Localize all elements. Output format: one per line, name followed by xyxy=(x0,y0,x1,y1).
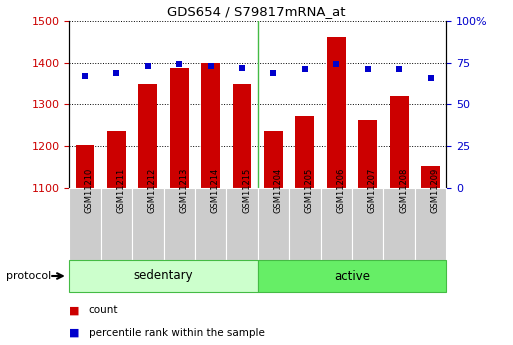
Bar xyxy=(264,131,283,188)
Bar xyxy=(415,188,446,260)
Text: GSM11206: GSM11206 xyxy=(337,168,345,213)
Text: GSM11207: GSM11207 xyxy=(368,168,377,213)
Bar xyxy=(358,120,377,188)
Bar xyxy=(321,188,352,260)
Text: ■: ■ xyxy=(69,305,80,315)
Bar xyxy=(201,62,220,188)
Text: GDS654 / S79817mRNA_at: GDS654 / S79817mRNA_at xyxy=(167,5,346,18)
Bar xyxy=(258,188,289,260)
Bar xyxy=(295,116,314,188)
Bar xyxy=(107,131,126,188)
Bar xyxy=(170,68,189,188)
Text: GSM11212: GSM11212 xyxy=(148,168,157,213)
Text: GSM11213: GSM11213 xyxy=(179,168,188,213)
Text: ■: ■ xyxy=(69,328,80,338)
Bar xyxy=(101,188,132,260)
Text: GSM11211: GSM11211 xyxy=(116,168,125,213)
Bar xyxy=(69,260,258,292)
Bar xyxy=(226,188,258,260)
Bar xyxy=(164,188,195,260)
Bar xyxy=(75,145,94,188)
Text: active: active xyxy=(334,269,370,283)
Text: GSM11209: GSM11209 xyxy=(430,168,440,213)
Text: percentile rank within the sample: percentile rank within the sample xyxy=(89,328,265,338)
Text: count: count xyxy=(89,305,119,315)
Text: GSM11205: GSM11205 xyxy=(305,168,314,213)
Text: GSM11208: GSM11208 xyxy=(399,168,408,213)
Bar xyxy=(421,166,440,188)
Bar xyxy=(233,84,251,188)
Bar xyxy=(132,188,164,260)
Bar xyxy=(195,188,226,260)
Text: protocol: protocol xyxy=(6,271,51,281)
Bar xyxy=(139,84,157,188)
Text: GSM11204: GSM11204 xyxy=(273,168,283,213)
Bar xyxy=(390,96,408,188)
Bar xyxy=(289,188,321,260)
Bar xyxy=(327,38,346,188)
Bar xyxy=(258,260,446,292)
Text: GSM11210: GSM11210 xyxy=(85,168,94,213)
Bar xyxy=(69,188,101,260)
Bar xyxy=(383,188,415,260)
Text: GSM11215: GSM11215 xyxy=(242,168,251,213)
Text: sedentary: sedentary xyxy=(134,269,193,283)
Bar xyxy=(352,188,383,260)
Text: GSM11214: GSM11214 xyxy=(211,168,220,213)
